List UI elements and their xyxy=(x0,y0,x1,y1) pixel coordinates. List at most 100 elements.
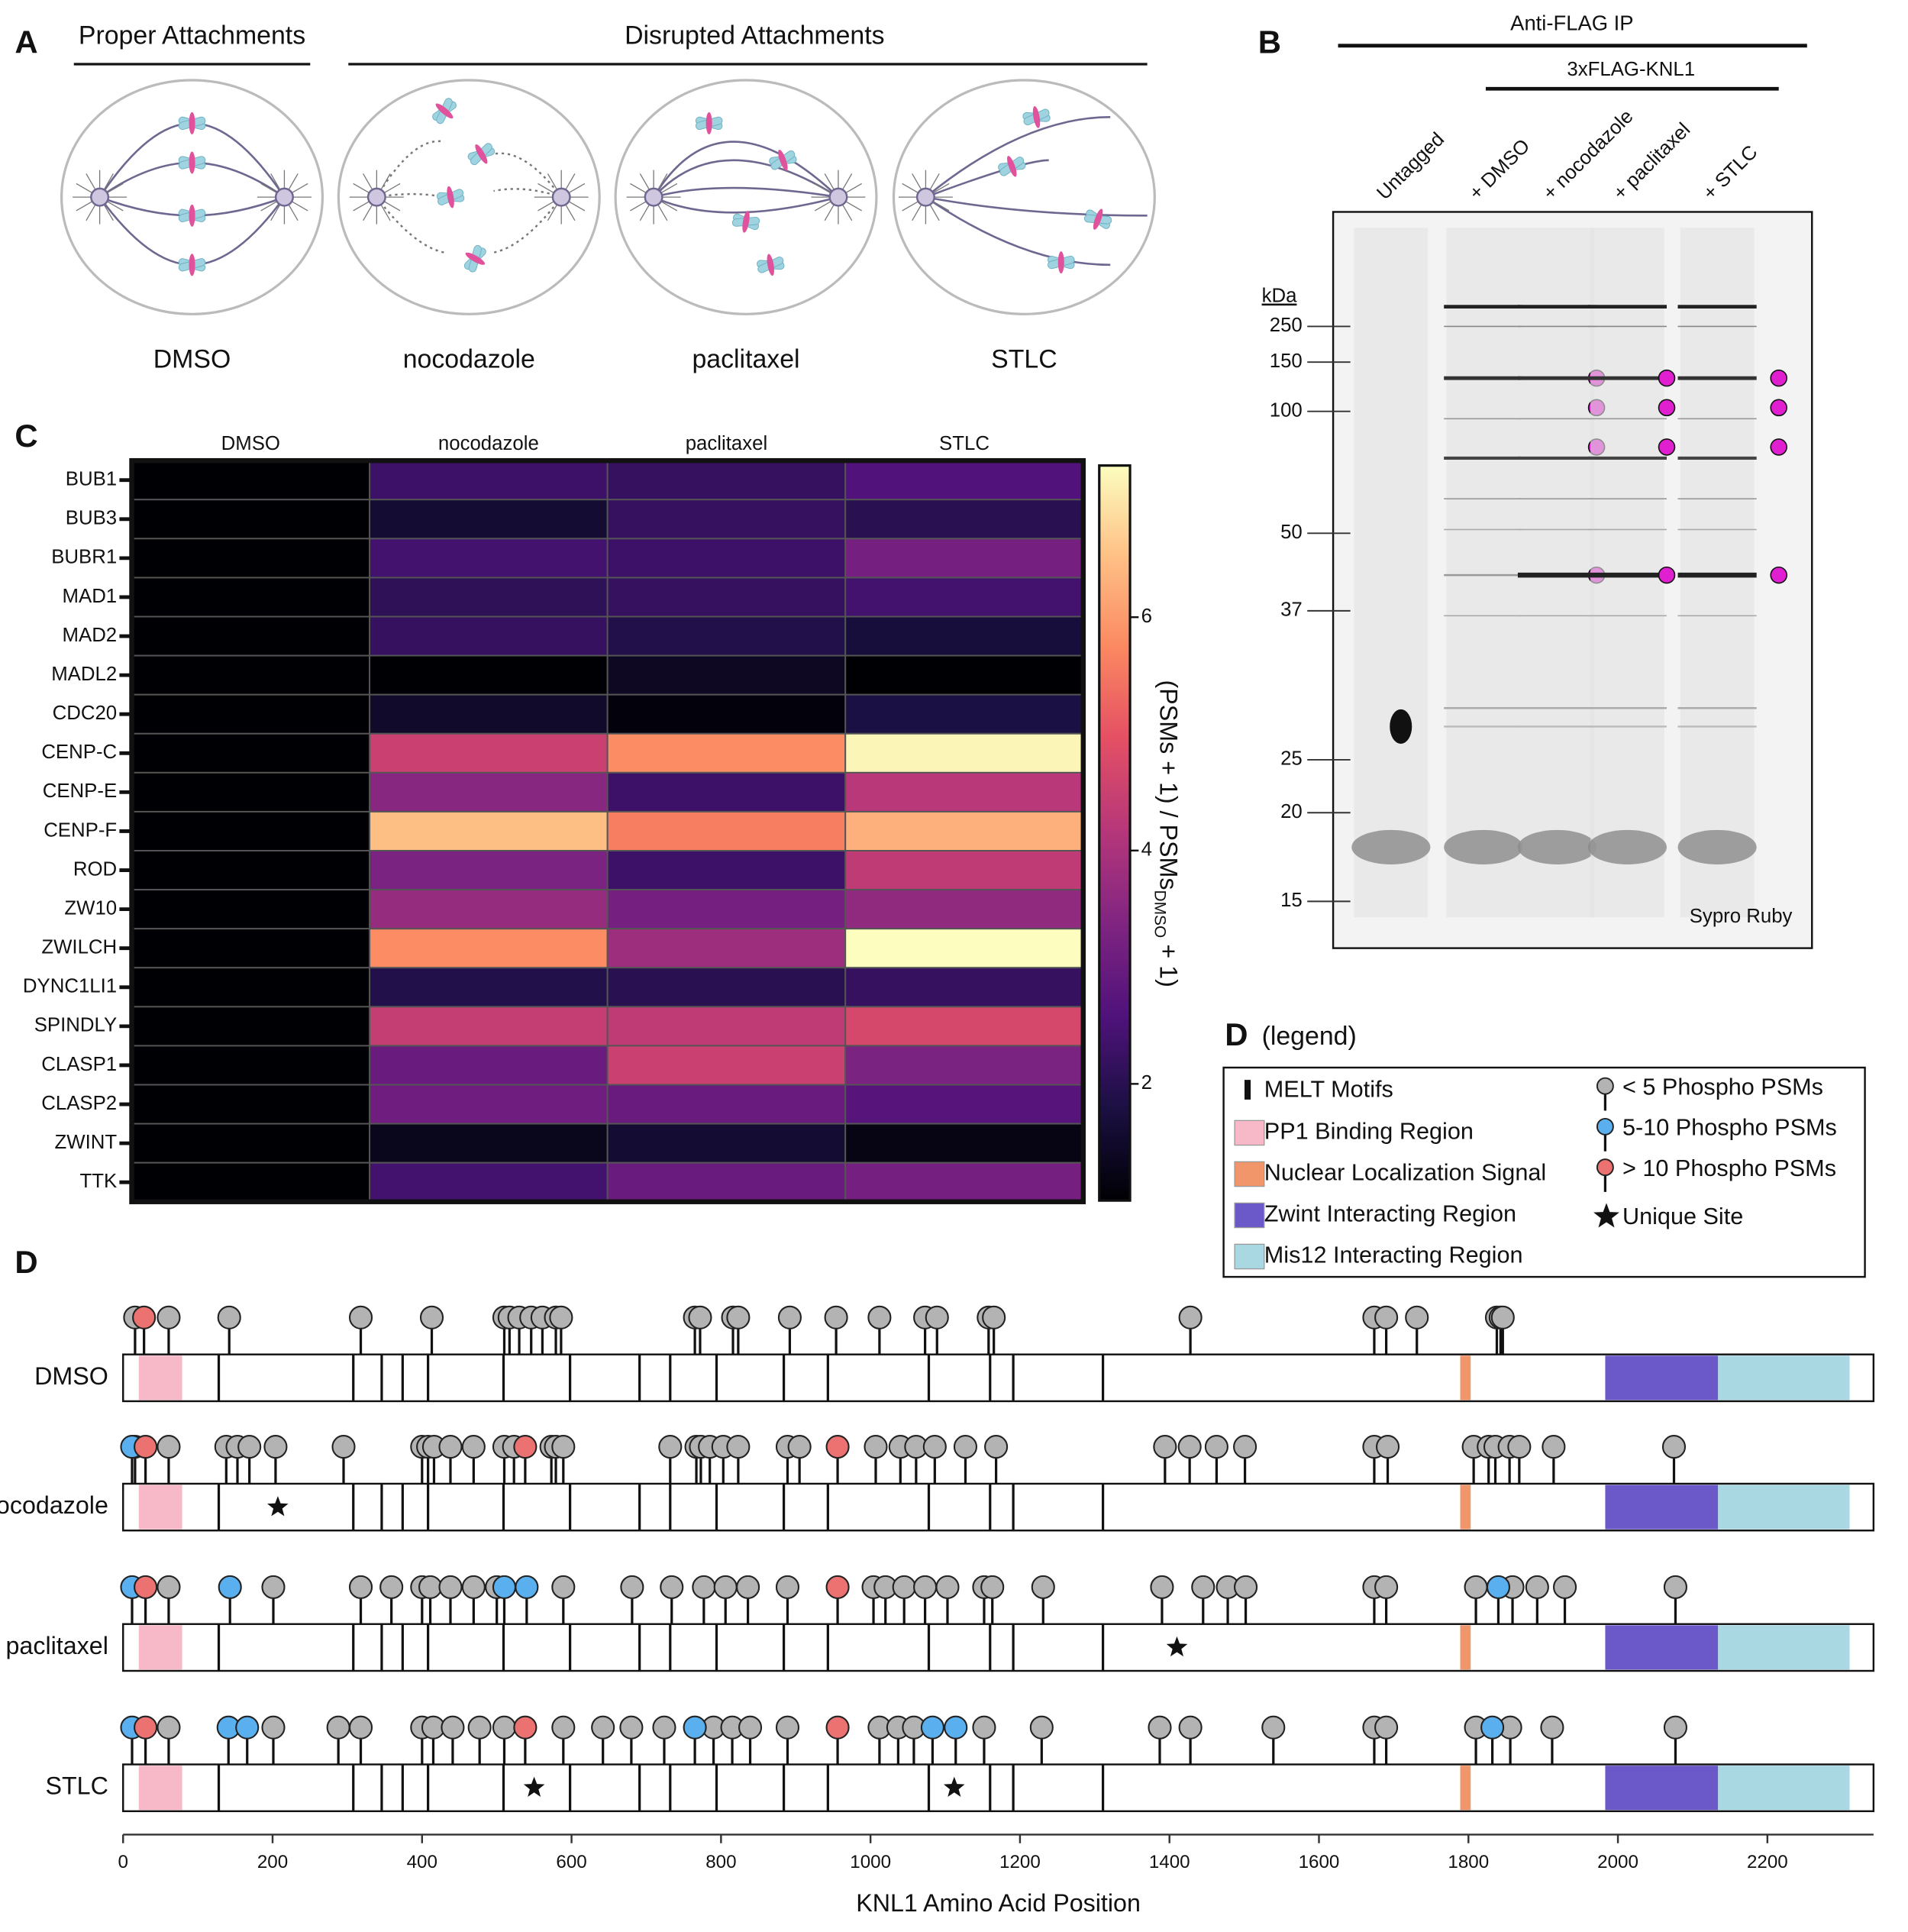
phospho-site xyxy=(1374,1305,1399,1329)
heatmap-cell xyxy=(369,810,609,851)
x-axis-title: KNL1 Amino Acid Position xyxy=(856,1889,1141,1917)
row-label: BUB1 xyxy=(66,469,117,490)
phospho-site xyxy=(736,1575,760,1599)
legend-label: Unique Site xyxy=(1622,1203,1743,1229)
phospho-site xyxy=(461,1435,486,1459)
legend-swatch xyxy=(1234,1243,1265,1270)
domain xyxy=(1460,1355,1471,1401)
heading: Proper Attachments xyxy=(79,21,305,50)
row-label: ZWILCH xyxy=(41,937,117,958)
phospho-site xyxy=(134,1435,158,1459)
phospho-site xyxy=(658,1435,683,1459)
phospho-site xyxy=(1540,1715,1564,1740)
row-label: CENP-F xyxy=(44,819,117,841)
heatmap-cell xyxy=(606,771,847,813)
heatmap-cell xyxy=(606,850,847,891)
marker-label: 250 xyxy=(1270,315,1303,336)
gel-unit: kDa xyxy=(1262,286,1298,307)
kinetochore xyxy=(742,211,750,233)
phospho-site xyxy=(922,1435,947,1459)
heatmap-cell xyxy=(606,538,847,579)
chromosome xyxy=(1083,208,1112,230)
spindle xyxy=(493,196,563,254)
row-label: MAD1 xyxy=(63,586,118,607)
marker-label: 20 xyxy=(1280,801,1303,822)
phospho-site xyxy=(1153,1435,1177,1459)
chromosome xyxy=(436,186,465,208)
phospho-site xyxy=(218,1575,242,1599)
colorbar-label: (PSMs + 1) / PSMsDMSO + 1) xyxy=(1151,680,1183,987)
phospho-site xyxy=(726,1435,751,1459)
phospho-site xyxy=(1480,1715,1505,1740)
phospho-site xyxy=(1553,1575,1577,1599)
phospho-site xyxy=(492,1715,517,1740)
heatmap-cell xyxy=(606,693,847,735)
spindle xyxy=(376,140,445,198)
legend-label: Nuclear Localization Signal xyxy=(1264,1160,1546,1186)
heatmap-cell xyxy=(844,1084,1084,1125)
panel-label: B xyxy=(1258,24,1281,60)
x-tick-label: 2000 xyxy=(1597,1852,1638,1872)
heatmap-cell xyxy=(606,732,847,774)
phospho-site xyxy=(984,1435,1009,1459)
kinetochore xyxy=(767,254,774,276)
heatmap-cell xyxy=(131,1045,371,1086)
heatmap-cell xyxy=(844,850,1084,891)
heatmap-cell xyxy=(131,928,371,969)
heatmap-cell xyxy=(844,732,1084,774)
phospho-site xyxy=(972,1715,996,1740)
x-tick-label: 1400 xyxy=(1149,1852,1190,1872)
phospho-site xyxy=(688,1305,712,1329)
heatmap-cell xyxy=(369,1084,609,1125)
domain xyxy=(1605,1766,1719,1811)
unique-star xyxy=(523,1776,545,1797)
legend-swatch xyxy=(1234,1119,1265,1146)
legend-label: Zwint Interacting Region xyxy=(1264,1201,1516,1227)
colorbar-label-part: DMSO xyxy=(1151,890,1169,938)
spindle xyxy=(493,152,563,198)
unique-star xyxy=(1166,1636,1188,1657)
lane-smear xyxy=(1446,228,1521,918)
heatmap-cell xyxy=(369,928,609,969)
phospho-site xyxy=(132,1305,157,1329)
marker-label: 37 xyxy=(1280,599,1303,621)
phospho-site xyxy=(1376,1435,1400,1459)
chromosome xyxy=(1047,251,1075,274)
heatmap-cell xyxy=(606,1006,847,1047)
phospho-site xyxy=(157,1305,181,1329)
cell xyxy=(614,79,878,315)
x-tick-label: 800 xyxy=(705,1852,736,1872)
heatmap-cell xyxy=(369,1006,609,1047)
panel-label: C xyxy=(15,418,37,454)
phospho-site xyxy=(263,1435,288,1459)
heatmap-cell xyxy=(606,499,847,540)
heatmap-cell xyxy=(844,889,1084,930)
phospho-site xyxy=(549,1305,573,1329)
chromosome xyxy=(757,254,785,276)
heatmap-cell xyxy=(844,1161,1084,1203)
row-label: BUBR1 xyxy=(51,547,117,568)
band-dot xyxy=(1658,399,1676,417)
phospho-site xyxy=(777,1305,802,1329)
heatmap-cell xyxy=(369,1161,609,1203)
spindle xyxy=(925,196,1111,267)
cell xyxy=(892,79,1156,315)
heatmap-cell xyxy=(844,654,1084,696)
kinetochore xyxy=(189,204,195,227)
spindle xyxy=(98,122,192,198)
phospho-site xyxy=(1663,1575,1688,1599)
chromosome xyxy=(769,150,797,171)
heatmap-cell xyxy=(131,810,371,851)
marker-label: 15 xyxy=(1280,890,1303,911)
phospho-site xyxy=(134,1715,158,1740)
unique-star xyxy=(1593,1203,1619,1228)
heatmap-cell xyxy=(131,654,371,696)
heatmap-cell xyxy=(369,771,609,813)
heatmap-cell xyxy=(844,810,1084,851)
heatmap-cell xyxy=(844,1045,1084,1086)
spindle xyxy=(493,188,562,199)
domain xyxy=(1718,1355,1850,1401)
phospho-site xyxy=(825,1575,850,1599)
band-dot xyxy=(1658,369,1676,387)
